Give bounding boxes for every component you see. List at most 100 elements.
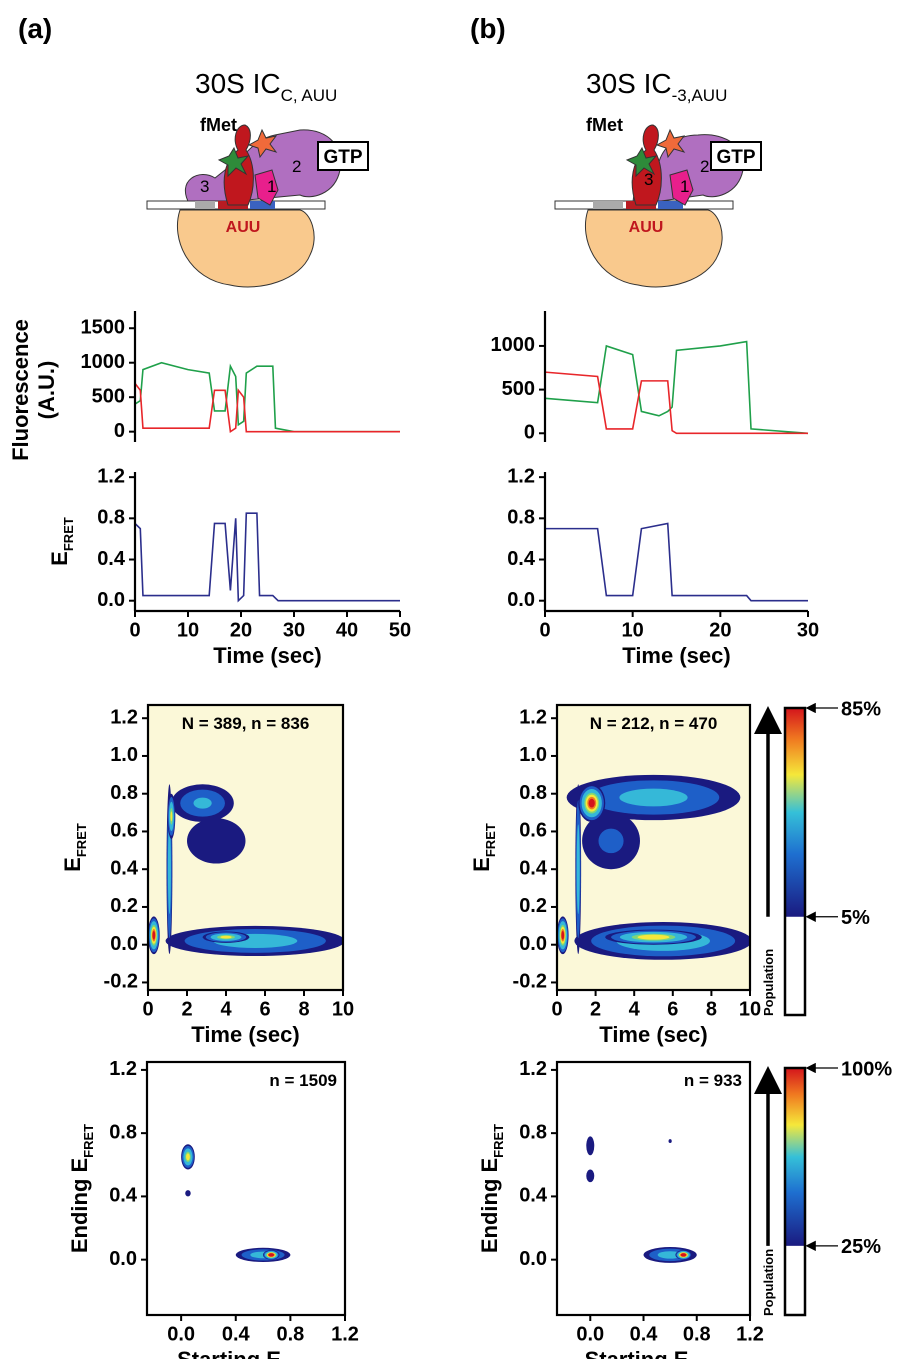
contours xyxy=(181,1144,291,1263)
axis-label-text: Ending E xyxy=(477,1158,502,1253)
diagram-title: 30S IC-3,AUU xyxy=(586,68,727,105)
x-tick-label: 1.2 xyxy=(736,1323,764,1345)
y-tick-label: 0.0 xyxy=(519,933,547,955)
x-tick-label: 0 xyxy=(551,998,562,1020)
colorbar-tick-label: 5% xyxy=(841,907,870,929)
trna-label: fMet xyxy=(586,115,623,135)
axis-label: Time (sec) xyxy=(622,643,730,668)
y-tick-label: 1.2 xyxy=(97,465,125,487)
colorbar-label: Population xyxy=(761,949,776,1016)
contours xyxy=(148,784,343,957)
axis-label-sub: FRET xyxy=(61,517,76,551)
panel-label: (a) xyxy=(18,13,52,44)
y-tick-label: 0.2 xyxy=(519,895,547,917)
contours xyxy=(557,774,750,960)
annotation: N = 212, n = 470 xyxy=(590,714,718,733)
y-tick-label: 1500 xyxy=(81,317,126,339)
factor-label: GTP xyxy=(716,147,755,168)
annotation: N = 389, n = 836 xyxy=(182,714,310,733)
if-label: 1 xyxy=(267,177,276,196)
x-tick-label: 40 xyxy=(336,619,358,641)
trace xyxy=(545,522,808,602)
y-tick-label: 0.4 xyxy=(110,857,139,879)
y-tick-label: 0.6 xyxy=(519,820,547,842)
title-text: 30S IC xyxy=(586,68,672,99)
axis-label-line: Fluorescence xyxy=(8,319,33,461)
y-tick-label: 0.8 xyxy=(519,782,547,804)
x-tick-label: 10 xyxy=(332,998,354,1020)
codon-label: AUU xyxy=(226,219,261,236)
axis-label: Time (sec) xyxy=(191,1022,299,1047)
x-tick-label: 8 xyxy=(706,998,717,1020)
y-tick-label: 1.2 xyxy=(519,1058,547,1080)
axis-label: Time (sec) xyxy=(213,643,321,668)
y-tick-label: 0 xyxy=(524,422,535,444)
y-tick-label: 0.8 xyxy=(109,1121,137,1143)
y-tick-label: 1.2 xyxy=(110,706,138,728)
x-tick-label: 0.8 xyxy=(276,1323,304,1345)
trace xyxy=(134,512,400,603)
x-tick-label: 0.0 xyxy=(576,1323,604,1345)
axis-label-line: (A.U.) xyxy=(34,361,59,420)
x-tick-label: 0 xyxy=(142,998,153,1020)
y-tick-label: -0.2 xyxy=(513,971,547,993)
gtp-box xyxy=(317,141,369,171)
colorbar-frame xyxy=(783,1066,807,1317)
mrna-site xyxy=(593,201,623,209)
y-tick-label: 0.0 xyxy=(110,933,138,955)
y-tick-label: 1.2 xyxy=(519,706,547,728)
colorbar-frame xyxy=(783,706,807,1017)
cy5-dye xyxy=(655,128,686,159)
x-tick-label: 10 xyxy=(622,619,644,641)
title-text: 30S IC xyxy=(195,68,281,99)
if1 xyxy=(254,169,279,206)
colorbar-tick-label: 100% xyxy=(841,1058,892,1080)
y-tick-label: 0.4 xyxy=(97,548,126,570)
colorbar-label: Population xyxy=(761,1249,776,1316)
x-tick-label: 0.0 xyxy=(167,1323,195,1345)
axis-label-sub: FRET xyxy=(491,1124,506,1158)
y-tick-label: 1000 xyxy=(491,334,536,356)
if1 xyxy=(669,169,694,206)
if-label: 2 xyxy=(292,157,301,176)
x-tick-label: 10 xyxy=(739,998,761,1020)
contour xyxy=(668,1139,672,1143)
x-tick-label: 2 xyxy=(181,998,192,1020)
contour xyxy=(637,934,670,940)
axis-label: Starting EFRET xyxy=(177,1347,315,1359)
x-tick-label: 4 xyxy=(629,998,641,1020)
axis-label-text: E xyxy=(469,857,494,872)
axis-label-text: E xyxy=(47,551,72,566)
x-tick-label: 4 xyxy=(220,998,232,1020)
plot-frame xyxy=(555,1060,752,1317)
colorbar-tick-label: 25% xyxy=(841,1236,881,1258)
annotation: n = 1509 xyxy=(269,1071,337,1090)
trna-label: fMet xyxy=(200,115,237,135)
y-tick-label: 0.8 xyxy=(110,782,138,804)
cy5-dye xyxy=(247,128,278,159)
y-tick-label: 0.4 xyxy=(109,1185,138,1207)
diagram: 30S IC-3,AUU fMet GTP AUU 1 2 3 xyxy=(554,68,762,288)
y-tick-label: 0.8 xyxy=(507,507,535,529)
y-tick-label: 1.2 xyxy=(507,465,535,487)
axis-label-sub: FRET xyxy=(74,823,89,857)
x-tick-label: 0 xyxy=(129,619,140,641)
codon-label: AUU xyxy=(629,219,664,236)
axis-label: EFRET xyxy=(60,823,89,872)
y-tick-label: 0.4 xyxy=(519,857,548,879)
if-label: 3 xyxy=(200,177,209,196)
y-tick-label: 0.6 xyxy=(110,820,138,842)
x-tick-label: 0.4 xyxy=(630,1323,659,1345)
x-tick-label: 30 xyxy=(797,619,819,641)
y-tick-label: 0.0 xyxy=(97,589,125,611)
diagram-title: 30S ICC, AUU xyxy=(195,68,337,105)
y-tick-label: 0.2 xyxy=(110,895,138,917)
mrna-site xyxy=(195,201,215,209)
ribosome-30s xyxy=(176,209,315,288)
contour xyxy=(268,1253,275,1257)
y-tick-label: 0.0 xyxy=(507,589,535,611)
x-tick-label: 6 xyxy=(259,998,270,1020)
contour xyxy=(680,1253,687,1257)
y-tick-label: 0.8 xyxy=(97,507,125,529)
axis-label: EFRET xyxy=(47,517,76,566)
